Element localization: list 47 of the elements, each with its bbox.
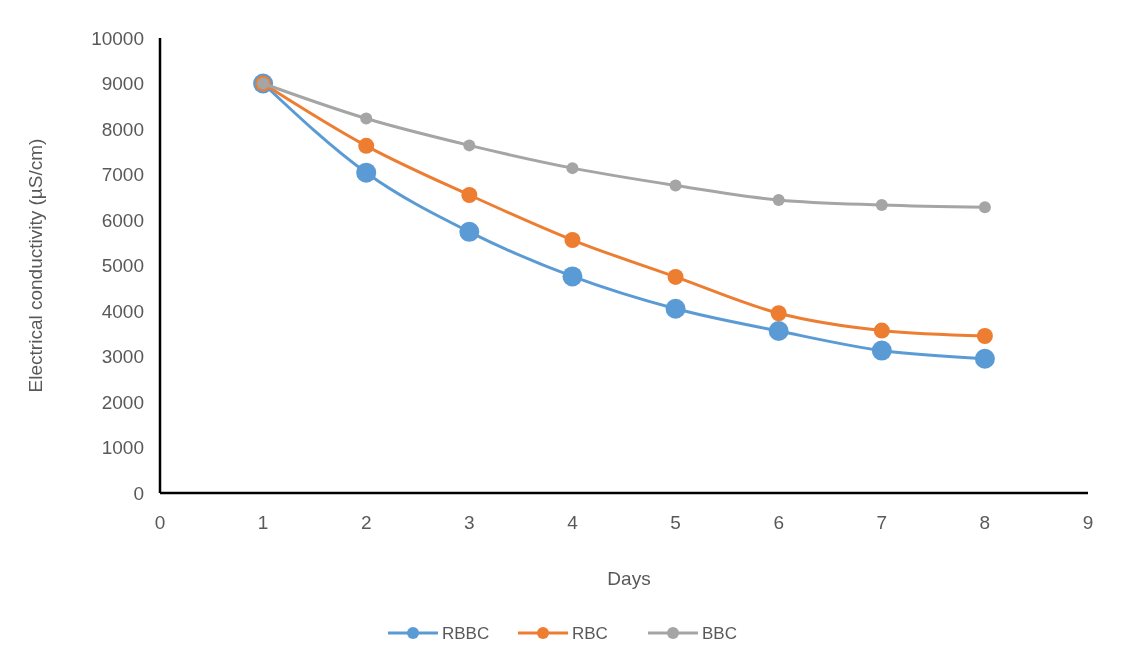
point bbox=[772, 193, 785, 206]
y-tick-label: 9000 bbox=[101, 73, 144, 94]
point bbox=[667, 268, 684, 285]
point bbox=[873, 322, 890, 339]
point bbox=[564, 232, 581, 249]
legend-label: RBC bbox=[572, 623, 608, 643]
point bbox=[974, 348, 995, 369]
point bbox=[360, 112, 373, 125]
x-tick-label: 8 bbox=[979, 512, 991, 533]
point bbox=[875, 198, 888, 211]
y-tick-label: 2000 bbox=[101, 391, 144, 413]
y-tick-label: 4000 bbox=[101, 300, 144, 322]
point bbox=[669, 179, 682, 192]
y-tick-label: 3000 bbox=[101, 346, 144, 367]
point bbox=[566, 162, 579, 175]
x-tick-label: 3 bbox=[464, 512, 475, 533]
x-tick-label: 6 bbox=[773, 512, 784, 533]
legend-label: RBBC bbox=[442, 623, 490, 643]
point bbox=[562, 266, 583, 287]
x-axis-title: Days bbox=[607, 568, 651, 589]
point bbox=[978, 201, 991, 214]
y-tick-label: 8000 bbox=[101, 118, 144, 140]
x-tick-label: 4 bbox=[567, 512, 579, 533]
point bbox=[461, 186, 478, 203]
y-tick-label: 1000 bbox=[101, 437, 144, 458]
point bbox=[358, 137, 375, 154]
x-tick-label: 5 bbox=[670, 512, 681, 533]
y-tick-label: 0 bbox=[133, 482, 144, 504]
x-tick-label: 7 bbox=[876, 512, 888, 533]
point bbox=[871, 340, 892, 361]
point bbox=[356, 162, 377, 183]
x-tick-label: 0 bbox=[154, 512, 166, 533]
point bbox=[665, 298, 686, 319]
x-tick-label: 9 bbox=[1082, 512, 1094, 533]
y-axis-title: Electrical conductivity (µS/cm) bbox=[25, 138, 46, 393]
point bbox=[459, 221, 480, 242]
y-tick-label: 5000 bbox=[101, 255, 144, 276]
legend-label: BBC bbox=[702, 623, 737, 643]
y-tick-label: 7000 bbox=[101, 164, 144, 185]
x-tick-label: 2 bbox=[360, 512, 372, 533]
y-tick-label: 6000 bbox=[101, 209, 144, 231]
x-tick-label: 1 bbox=[257, 512, 269, 533]
point bbox=[768, 321, 789, 342]
point bbox=[976, 328, 993, 345]
point bbox=[770, 305, 787, 322]
point bbox=[463, 139, 476, 152]
y-tick-label: 10000 bbox=[91, 27, 144, 49]
